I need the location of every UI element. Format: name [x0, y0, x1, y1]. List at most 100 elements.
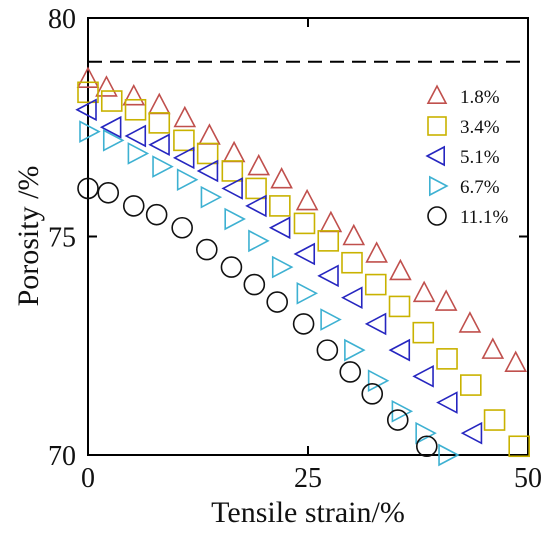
data-point — [342, 223, 366, 246]
data-point — [79, 120, 101, 143]
legend-marker — [427, 116, 447, 136]
data-point — [296, 281, 319, 305]
data-point — [412, 280, 436, 303]
data-point — [147, 92, 171, 115]
data-point — [293, 242, 316, 266]
data-point — [458, 311, 482, 333]
data-point — [245, 177, 267, 200]
legend-label: 11.1% — [460, 207, 509, 228]
data-point — [196, 238, 218, 261]
data-point — [320, 308, 342, 331]
data-point — [248, 229, 270, 253]
data-point — [173, 129, 195, 152]
data-point — [221, 177, 243, 200]
data-point — [124, 98, 147, 121]
data-point — [386, 409, 409, 431]
x-tick-label: 0 — [81, 463, 95, 494]
data-point — [508, 435, 531, 458]
data-point — [148, 112, 171, 134]
data-point — [221, 160, 244, 182]
data-point — [148, 133, 170, 157]
data-point — [222, 140, 246, 163]
data-point — [295, 188, 319, 211]
data-point — [292, 313, 315, 335]
data-point — [145, 203, 168, 226]
data-point — [460, 421, 483, 445]
data-point — [271, 255, 294, 279]
data-point — [127, 142, 150, 165]
data-point — [412, 321, 435, 344]
data-point — [415, 421, 437, 445]
data-point — [196, 159, 219, 183]
legend-label: 6.7% — [460, 177, 500, 198]
data-point — [198, 123, 221, 145]
data-point — [97, 182, 120, 204]
y-axis-label: Porosity /% — [12, 166, 45, 307]
y-tick-label: 75 — [48, 223, 76, 254]
data-point — [365, 241, 388, 263]
y-tick-label: 70 — [48, 441, 76, 472]
data-point — [388, 338, 411, 362]
legend-label: 3.4% — [460, 117, 500, 138]
data-point — [388, 295, 411, 318]
data-point — [247, 153, 271, 176]
legend-label: 1.8% — [460, 87, 500, 108]
plot-frame — [87, 17, 529, 456]
x-tick-label: 25 — [294, 463, 322, 494]
data-point — [504, 350, 528, 373]
data-point — [196, 142, 219, 165]
data-point — [220, 256, 243, 278]
data-point — [95, 75, 118, 97]
data-point — [389, 258, 412, 281]
series-4 — [77, 177, 438, 458]
series-2 — [75, 98, 483, 445]
data-point — [102, 129, 125, 152]
data-point — [173, 105, 197, 128]
data-point — [172, 146, 195, 170]
data-point — [367, 369, 390, 393]
data-point — [122, 83, 146, 106]
data-point — [176, 168, 199, 192]
data-point — [100, 90, 123, 112]
data-point — [436, 348, 458, 370]
data-point — [75, 98, 97, 122]
legend-marker — [425, 145, 446, 167]
data-point — [124, 124, 147, 148]
legend-label: 5.1% — [460, 147, 500, 168]
data-point — [436, 391, 458, 414]
data-point — [344, 338, 366, 362]
markers-layer — [75, 66, 531, 467]
data-point — [270, 166, 293, 189]
data-point — [364, 312, 387, 336]
legend-marker — [428, 175, 449, 197]
data-point — [415, 435, 438, 458]
legend-marker — [426, 84, 448, 104]
series-3 — [79, 120, 460, 467]
data-point — [200, 185, 223, 209]
data-point — [483, 409, 506, 431]
x-axis-label: Tensile strain/% — [211, 496, 405, 529]
data-point — [341, 251, 363, 274]
data-point — [438, 443, 460, 467]
data-point — [77, 81, 99, 104]
data-point — [243, 273, 266, 296]
data-point — [364, 273, 387, 296]
data-point — [361, 383, 384, 405]
data-point — [122, 195, 145, 217]
data-point — [77, 177, 99, 200]
data-point — [293, 212, 316, 235]
data-point — [339, 361, 362, 383]
y-tick-label: 80 — [48, 4, 76, 35]
data-point — [481, 337, 505, 359]
data-point — [459, 374, 482, 396]
series-1 — [77, 81, 531, 458]
data-point — [268, 216, 291, 240]
data-point — [317, 264, 339, 288]
legend-marker — [427, 206, 447, 226]
data-point — [76, 66, 100, 88]
data-point — [319, 210, 343, 233]
data-point — [152, 155, 174, 178]
legend: 1.8% 3.4% 5.1% 6.7% 11.1% — [425, 84, 509, 228]
